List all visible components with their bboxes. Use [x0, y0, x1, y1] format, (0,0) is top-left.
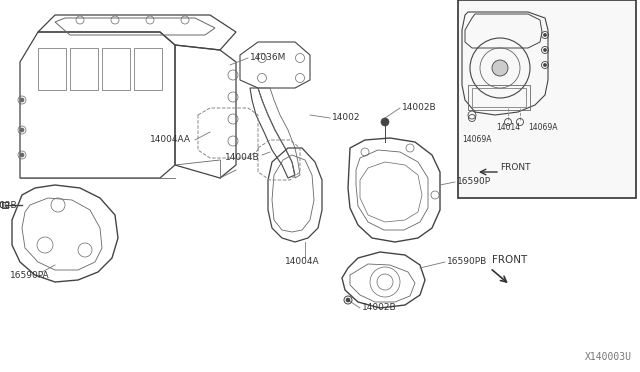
- Text: FRONT: FRONT: [500, 164, 531, 173]
- Text: 14004B: 14004B: [225, 154, 260, 163]
- Circle shape: [543, 48, 547, 51]
- Text: 14036M: 14036M: [250, 54, 286, 62]
- Circle shape: [543, 33, 547, 36]
- Text: FRONT: FRONT: [492, 255, 527, 265]
- Circle shape: [20, 128, 24, 132]
- Text: 14069A: 14069A: [462, 135, 492, 144]
- Text: X140003U: X140003U: [585, 352, 632, 362]
- Circle shape: [346, 298, 350, 302]
- Bar: [458, 0, 636, 198]
- Text: 16590PA: 16590PA: [10, 270, 50, 279]
- Circle shape: [492, 60, 508, 76]
- Circle shape: [381, 118, 389, 126]
- Text: 14002B: 14002B: [362, 304, 397, 312]
- Circle shape: [20, 153, 24, 157]
- Text: 14002B: 14002B: [402, 103, 436, 112]
- Text: 14069A: 14069A: [528, 124, 557, 132]
- Text: 14002B: 14002B: [0, 201, 18, 209]
- Text: 16590P: 16590P: [457, 177, 491, 186]
- Text: 14014: 14014: [496, 124, 520, 132]
- Text: 14004AA: 14004AA: [150, 135, 191, 144]
- Text: 14004A: 14004A: [285, 257, 319, 266]
- Circle shape: [20, 98, 24, 102]
- Text: 16590PB: 16590PB: [447, 257, 487, 266]
- Circle shape: [543, 64, 547, 67]
- Text: 14002: 14002: [332, 113, 360, 122]
